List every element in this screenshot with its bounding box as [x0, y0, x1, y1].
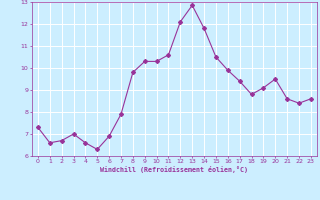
X-axis label: Windchill (Refroidissement éolien,°C): Windchill (Refroidissement éolien,°C): [100, 166, 248, 173]
